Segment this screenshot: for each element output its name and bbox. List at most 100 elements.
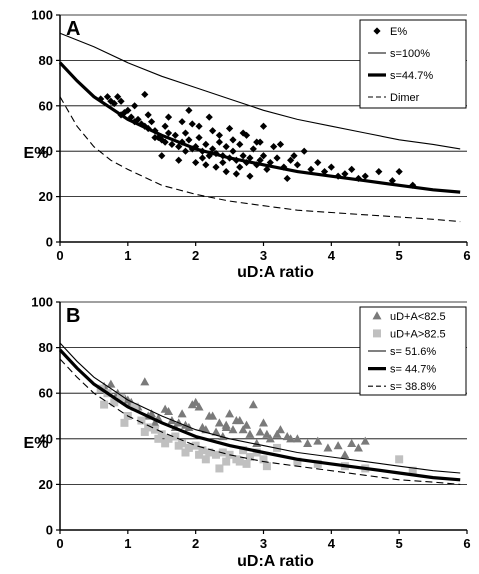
data-point — [228, 425, 238, 434]
data-point — [290, 152, 298, 160]
data-point — [164, 113, 173, 121]
data-point — [408, 466, 417, 475]
y-axis-label: E% — [24, 435, 49, 452]
data-point — [225, 409, 235, 418]
panel-label: A — [66, 18, 80, 40]
legend-label: s= 51.6% — [390, 346, 436, 358]
data-point — [323, 443, 333, 452]
data-point — [131, 102, 139, 110]
data-point — [211, 427, 221, 436]
legend-label: s=100% — [390, 48, 430, 60]
x-tick-label: 0 — [56, 536, 63, 551]
data-point — [245, 453, 254, 462]
data-point — [215, 138, 224, 146]
data-point — [158, 152, 166, 160]
data-point — [114, 93, 122, 101]
data-point — [245, 429, 255, 438]
data-point — [198, 154, 207, 162]
data-point — [204, 411, 214, 420]
data-point — [222, 143, 230, 151]
data-point — [263, 165, 271, 173]
data-point — [164, 406, 174, 416]
data-point — [191, 397, 201, 406]
data-point — [265, 434, 275, 443]
x-tick-label: 5 — [396, 536, 403, 551]
series-ud-a-82-5 — [96, 384, 417, 475]
data-point — [140, 377, 150, 386]
data-point — [275, 425, 285, 434]
data-point — [222, 457, 231, 466]
data-point — [195, 133, 203, 142]
x-tick-label: 6 — [463, 536, 470, 551]
x-tick-label: 1 — [124, 248, 131, 263]
y-tick-label: 80 — [39, 340, 53, 355]
data-point — [181, 129, 190, 137]
x-tick-label: 1 — [124, 536, 131, 551]
data-point — [238, 425, 248, 434]
data-point — [395, 168, 403, 176]
data-point — [192, 158, 200, 167]
data-point — [348, 165, 356, 173]
data-point — [161, 122, 169, 130]
data-point — [242, 131, 251, 139]
data-point — [262, 462, 271, 471]
data-point — [262, 429, 272, 438]
data-point — [292, 434, 302, 443]
data-point — [117, 393, 126, 402]
legend-label: uD+A<82.5 — [390, 311, 446, 323]
data-point — [171, 131, 179, 139]
x-tick-label: 6 — [463, 248, 470, 263]
x-tick-label: 5 — [396, 248, 403, 263]
y-tick-label: 40 — [39, 431, 53, 446]
data-point — [222, 168, 230, 176]
data-point — [144, 111, 152, 119]
data-point — [236, 163, 244, 171]
data-point — [270, 143, 278, 151]
curve-s-44-7 — [58, 348, 461, 482]
data-point — [212, 163, 220, 171]
data-point — [249, 145, 257, 153]
legend-marker — [372, 311, 382, 320]
data-point — [205, 448, 214, 457]
data-point — [313, 436, 323, 445]
data-point — [171, 432, 180, 441]
data-point — [239, 446, 248, 455]
legend-label: s=44.7% — [390, 70, 433, 82]
data-point — [103, 93, 112, 101]
data-point — [100, 400, 109, 409]
data-point — [168, 140, 176, 148]
x-tick-label: 0 — [56, 248, 63, 263]
data-point — [137, 416, 146, 425]
x-axis-label: uD:A ratio — [237, 553, 314, 570]
data-point — [150, 418, 160, 427]
data-point — [185, 106, 193, 114]
data-point — [209, 127, 217, 135]
data-point — [188, 120, 196, 128]
curve-s-100 — [59, 32, 461, 150]
data-point — [236, 140, 244, 148]
y-tick-label: 80 — [39, 53, 53, 68]
data-point — [120, 418, 129, 427]
panel-b: 0 20 40 60 80 100 0 1 2 3 4 5 6 uD:A ratio E% B uD+A<82.… — [24, 295, 471, 571]
x-tick-label: 2 — [192, 536, 199, 551]
y-tick-label: 20 — [39, 189, 53, 204]
data-point — [164, 434, 173, 443]
curve-s-44-7 — [58, 61, 461, 194]
data-point — [259, 122, 268, 130]
data-point — [248, 400, 258, 409]
legend-label: Dimer — [390, 92, 420, 104]
data-point — [293, 457, 302, 466]
data-point — [256, 138, 264, 146]
data-point — [225, 124, 234, 133]
data-point — [231, 416, 241, 425]
data-point — [353, 443, 363, 452]
y-tick-label: 60 — [39, 98, 53, 113]
data-point — [232, 170, 240, 178]
data-point — [198, 446, 207, 455]
data-point — [242, 459, 251, 468]
data-point — [360, 436, 370, 445]
panel-label: B — [66, 305, 80, 327]
data-point — [307, 165, 315, 173]
x-tick-label: 2 — [192, 248, 199, 263]
